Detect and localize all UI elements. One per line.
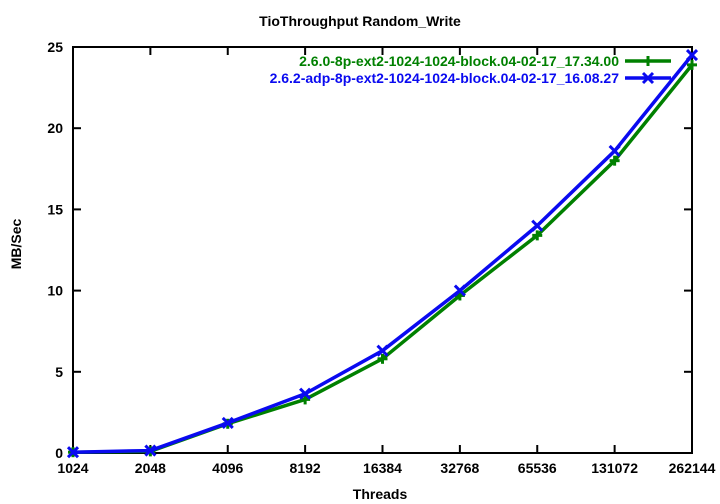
legend-line-sample (625, 55, 671, 66)
svg-text:8192: 8192 (290, 460, 321, 476)
legend-line-sample (625, 71, 671, 84)
svg-text:0: 0 (55, 445, 63, 461)
y-axis-label: MB/Sec (8, 218, 24, 270)
svg-text:15: 15 (47, 201, 63, 217)
x-axis-label: Threads (352, 486, 408, 502)
svg-text:262144: 262144 (669, 460, 716, 476)
chart-title: TioThroughput Random_Write (259, 13, 461, 29)
svg-text:16384: 16384 (363, 460, 402, 476)
svg-text:20: 20 (47, 120, 63, 136)
legend: 2.6.0-8p-ext2-1024-1024-block.04-02-17_1… (270, 52, 671, 86)
svg-text:4096: 4096 (212, 460, 243, 476)
legend-label: 2.6.0-8p-ext2-1024-1024-block.04-02-17_1… (299, 52, 619, 69)
svg-text:1024: 1024 (57, 460, 88, 476)
legend-item: 2.6.2-adp-8p-ext2-1024-1024-block.04-02-… (270, 69, 671, 86)
svg-text:65536: 65536 (518, 460, 557, 476)
svg-text:2048: 2048 (135, 460, 166, 476)
svg-text:131072: 131072 (591, 460, 638, 476)
svg-text:32768: 32768 (440, 460, 479, 476)
legend-item: 2.6.0-8p-ext2-1024-1024-block.04-02-17_1… (270, 52, 671, 69)
legend-label: 2.6.2-adp-8p-ext2-1024-1024-block.04-02-… (269, 69, 619, 86)
svg-text:10: 10 (47, 283, 63, 299)
svg-text:5: 5 (55, 364, 63, 380)
svg-text:25: 25 (47, 39, 63, 55)
